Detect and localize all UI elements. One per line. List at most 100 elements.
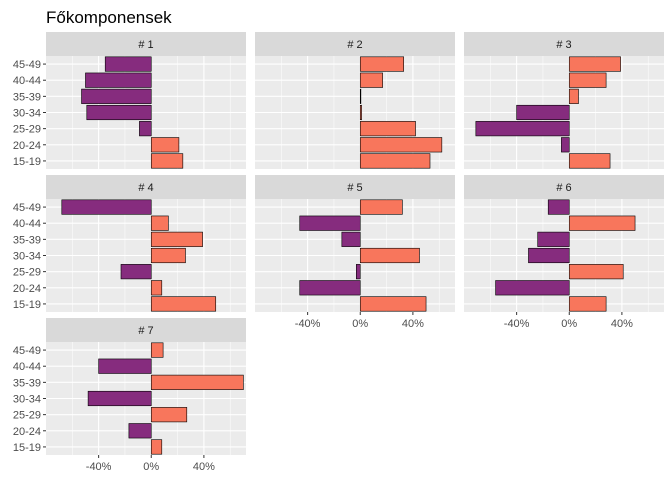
y-tick-label: 20-24 — [13, 283, 41, 295]
bar-45-49 — [104, 56, 152, 72]
bar-35-39 — [568, 88, 579, 104]
facet-panel: # 1 15-19 20-24 25-29 30-34 35-39 40-44 45-49 — [13, 32, 246, 169]
y-tick-label: 40-44 — [13, 75, 41, 87]
bar-25-29 — [150, 407, 188, 423]
bar-15-19 — [150, 153, 184, 169]
y-tick-label: 35-39 — [13, 91, 41, 103]
x-tick-label: 40% — [402, 318, 424, 330]
bar-30-34 — [528, 247, 570, 264]
facet-strip — [46, 32, 246, 56]
bar-35-39 — [537, 231, 570, 247]
bar-20-24 — [150, 137, 180, 153]
bar-45-49 — [359, 56, 404, 72]
y-tick-label: 30-34 — [13, 251, 41, 263]
bar-25-29 — [568, 264, 624, 280]
facet-strip-label: # 7 — [138, 325, 153, 337]
y-tick-label: 45-49 — [13, 59, 41, 71]
bar-40-44 — [568, 72, 607, 88]
bar-45-49 — [359, 199, 403, 215]
facet-strip-label: # 1 — [138, 39, 153, 51]
bar-25-29 — [120, 264, 152, 280]
chart-title: Főkomponensek — [46, 8, 172, 27]
facet-panel: # 2 — [255, 32, 455, 169]
bar-25-29 — [139, 121, 152, 137]
bar-20-24 — [495, 280, 570, 296]
facet-panel: # 3 — [464, 32, 664, 169]
x-tick-label: 0% — [561, 318, 577, 330]
y-tick-label: 30-34 — [13, 394, 41, 406]
y-tick-label: 15-19 — [13, 299, 41, 311]
y-tick-label: 45-49 — [13, 202, 41, 214]
bar-40-44 — [85, 72, 152, 88]
x-tick-label: -40% — [295, 318, 321, 330]
facet-strip-label: # 4 — [138, 182, 153, 194]
bar-15-19 — [150, 439, 163, 455]
bar-30-34 — [87, 390, 152, 407]
bar-45-49 — [568, 56, 621, 72]
bar-25-29 — [359, 121, 416, 137]
facet-strip — [46, 318, 246, 342]
facet-panel: # 7 15-19 20-24 25-29 30-34 35-39 40-44 45-49 -4… — [13, 318, 246, 473]
y-tick-label: 30-34 — [13, 108, 41, 120]
facet-strip-label: # 3 — [556, 39, 571, 51]
bar-30-34 — [150, 247, 186, 264]
bar-35-39 — [359, 88, 362, 104]
x-tick-label: 0% — [352, 318, 368, 330]
bar-20-24 — [561, 137, 570, 153]
bar-35-39 — [150, 231, 203, 247]
bar-20-24 — [359, 137, 443, 153]
y-tick-label: 20-24 — [13, 140, 41, 152]
y-tick-label: 15-19 — [13, 442, 41, 454]
facet-strip-label: # 6 — [556, 182, 571, 194]
bar-20-24 — [128, 423, 152, 439]
bar-35-39 — [81, 88, 152, 104]
bar-40-44 — [98, 358, 152, 374]
facet-strip — [255, 175, 455, 199]
bar-15-19 — [359, 296, 427, 312]
facet-panel: # 6 -40% 0% 40% — [464, 175, 664, 330]
y-tick-label: 20-24 — [13, 426, 41, 438]
bar-40-44 — [568, 215, 636, 231]
facet-strip-label: # 5 — [347, 182, 362, 194]
bar-45-49 — [61, 199, 152, 215]
bar-35-39 — [341, 231, 361, 247]
facet-strip — [464, 175, 664, 199]
bar-15-19 — [568, 153, 611, 169]
bar-40-44 — [150, 215, 169, 231]
bar-15-19 — [568, 296, 607, 312]
y-tick-label: 40-44 — [13, 218, 41, 230]
y-tick-label: 45-49 — [13, 345, 41, 357]
facet-strip-label: # 2 — [347, 39, 362, 51]
bar-40-44 — [299, 215, 361, 231]
bar-45-49 — [547, 199, 570, 215]
x-tick-label: -40% — [504, 318, 530, 330]
bar-30-34 — [86, 104, 152, 121]
y-tick-label: 25-29 — [13, 410, 41, 422]
facet-strip — [46, 175, 246, 199]
y-tick-label: 25-29 — [13, 267, 41, 279]
bar-30-34 — [359, 247, 420, 264]
x-tick-label: -40% — [86, 461, 112, 473]
bar-30-34 — [516, 104, 570, 121]
bar-30-34 — [359, 104, 362, 121]
facet-panel: # 4 15-19 20-24 25-29 30-34 35-39 40-44 45-49 — [13, 175, 246, 312]
x-tick-label: 40% — [611, 318, 633, 330]
bar-20-24 — [299, 280, 361, 296]
bar-20-24 — [150, 280, 163, 296]
y-tick-label: 35-39 — [13, 377, 41, 389]
facet-panel: # 5 -40% 0% 40% — [255, 175, 455, 330]
x-tick-label: 0% — [143, 461, 159, 473]
bar-15-19 — [359, 153, 431, 169]
facet-strip — [464, 32, 664, 56]
x-tick-label: 40% — [193, 461, 215, 473]
bar-35-39 — [150, 374, 244, 390]
bar-45-49 — [150, 342, 164, 358]
facet-panels: # 115-1920-2425-2930-3435-3940-4445-49# … — [13, 32, 664, 473]
y-tick-label: 35-39 — [13, 234, 41, 246]
y-tick-label: 25-29 — [13, 124, 41, 136]
y-tick-label: 15-19 — [13, 156, 41, 168]
y-tick-label: 40-44 — [13, 361, 41, 373]
bar-25-29 — [356, 264, 361, 280]
bar-25-29 — [475, 121, 570, 137]
